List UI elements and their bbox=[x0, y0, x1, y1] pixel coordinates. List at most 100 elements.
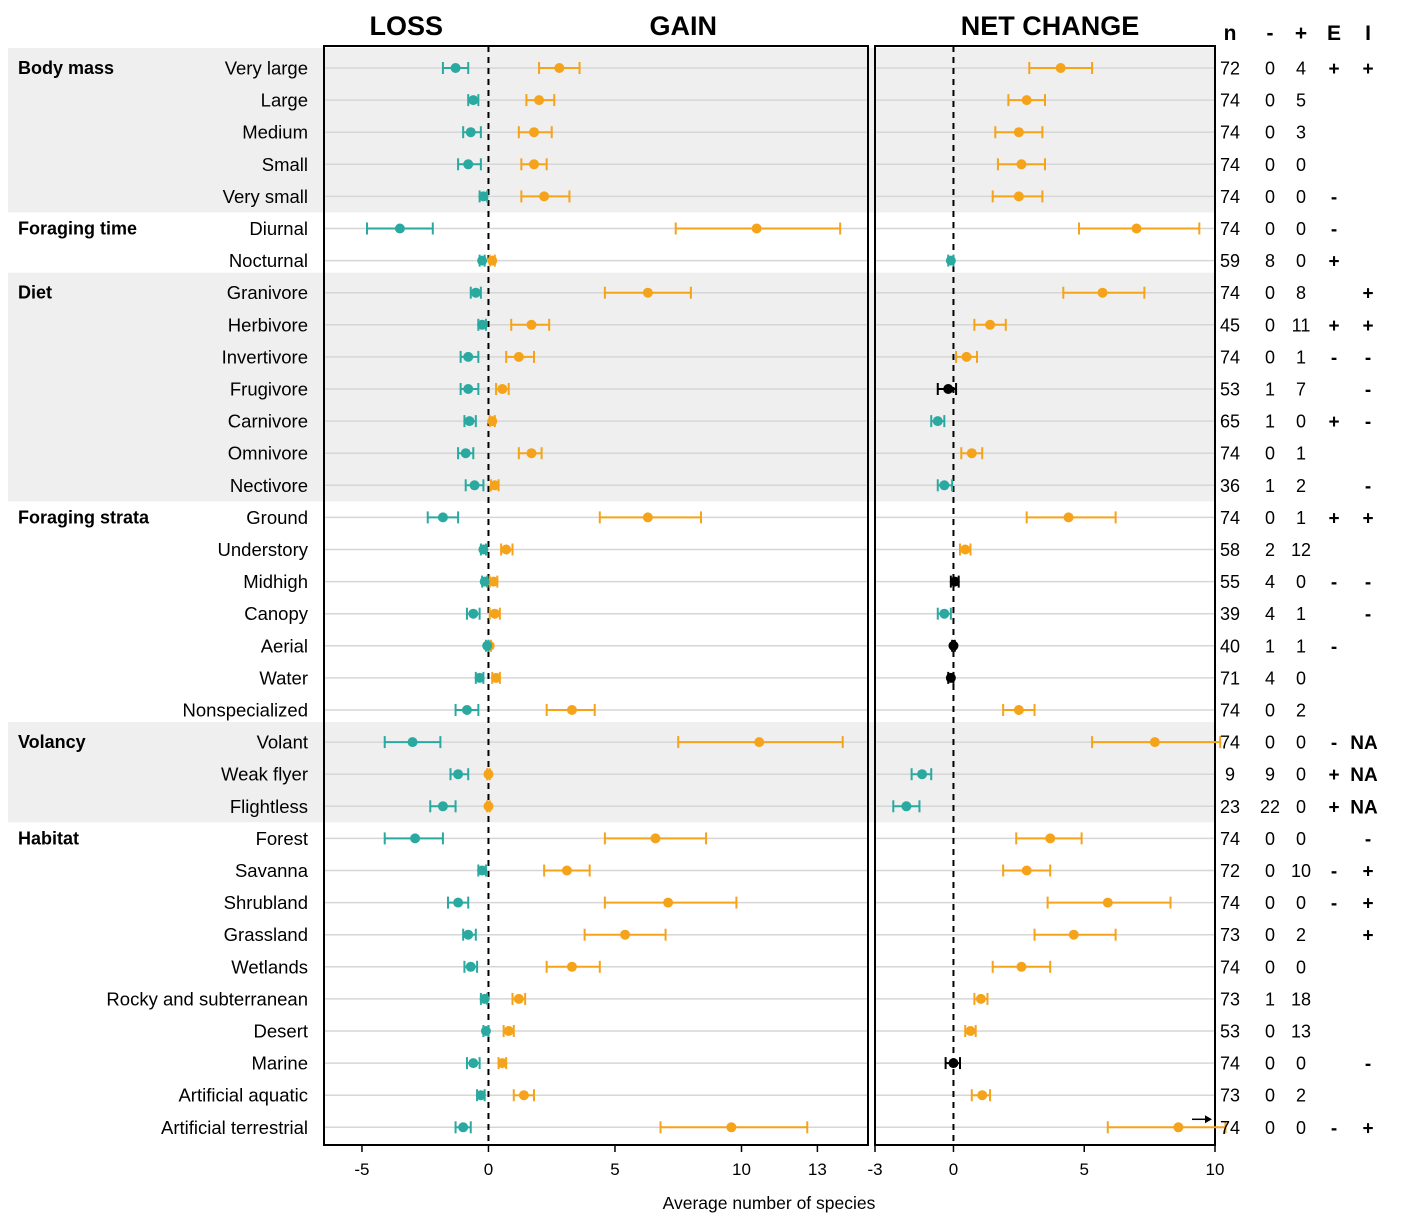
cell-minus-shrubland: 0 bbox=[1265, 893, 1275, 913]
row-label-small: Small bbox=[262, 154, 308, 175]
gain-artificial-aquatic-point bbox=[518, 1090, 529, 1101]
cell-E-midhigh: - bbox=[1331, 573, 1337, 594]
gain-understory-point bbox=[501, 544, 512, 555]
cell-E-herbivore: + bbox=[1328, 316, 1339, 337]
x-tick-label-net: 5 bbox=[1079, 1160, 1088, 1179]
cell-plus-small: 0 bbox=[1296, 155, 1306, 175]
x-tick-label-loss-gain: 13 bbox=[808, 1160, 827, 1179]
header-gain: GAIN bbox=[649, 11, 717, 41]
cell-plus-artificial-aquatic: 2 bbox=[1296, 1086, 1306, 1106]
cell-E-diurnal: - bbox=[1331, 220, 1337, 241]
loss-granivore-point bbox=[470, 287, 481, 298]
cell-I-shrubland: + bbox=[1362, 894, 1373, 915]
net-canopy-point bbox=[939, 608, 950, 619]
gain-carnivore-point bbox=[487, 416, 498, 427]
cell-I-nectivore: - bbox=[1365, 476, 1371, 497]
gain-marine-point bbox=[497, 1058, 508, 1069]
cell-E-nocturnal: + bbox=[1328, 252, 1339, 273]
cell-plus-volant: 0 bbox=[1296, 733, 1306, 753]
row-label-omnivore: Omnivore bbox=[228, 443, 308, 464]
gain-rocky-and-subterranean-point bbox=[513, 993, 524, 1004]
x-tick-label-net: 10 bbox=[1206, 1160, 1225, 1179]
net-weak-flyer-point bbox=[917, 769, 928, 780]
net-flightless-point bbox=[901, 801, 912, 812]
cell-plus-large: 5 bbox=[1296, 91, 1306, 111]
cell-n-diurnal: 74 bbox=[1220, 219, 1240, 239]
row-label-volant: Volant bbox=[257, 732, 308, 753]
loss-shrubland-point bbox=[453, 897, 464, 908]
gain-nonspecialized-point bbox=[566, 705, 577, 715]
row-label-wetlands: Wetlands bbox=[231, 956, 308, 977]
row-label-grassland: Grassland bbox=[224, 924, 308, 945]
group-label-foraging-strata: Foraging strata bbox=[18, 507, 150, 527]
group-band bbox=[8, 47, 1215, 213]
cell-I-grassland: + bbox=[1362, 926, 1373, 947]
row-label-savanna: Savanna bbox=[235, 860, 309, 881]
group-label-habitat: Habitat bbox=[18, 828, 79, 848]
cell-plus-nocturnal: 0 bbox=[1296, 251, 1306, 271]
net-omnivore-point bbox=[966, 448, 977, 459]
cell-n-midhigh: 55 bbox=[1220, 572, 1240, 592]
row-label-nocturnal: Nocturnal bbox=[229, 250, 308, 271]
cell-E-shrubland: - bbox=[1331, 894, 1337, 915]
cell-n-savanna: 72 bbox=[1220, 861, 1240, 881]
cell-plus-weak-flyer: 0 bbox=[1296, 765, 1306, 785]
cell-I-herbivore: + bbox=[1362, 316, 1373, 337]
gain-large-point bbox=[534, 95, 545, 106]
cell-n-nocturnal: 59 bbox=[1220, 251, 1240, 271]
gain-wetlands-point bbox=[566, 961, 577, 972]
cell-plus-medium: 3 bbox=[1296, 123, 1306, 143]
cell-minus-aerial: 1 bbox=[1265, 636, 1275, 656]
cell-E-carnivore: + bbox=[1328, 412, 1339, 433]
cell-I-weak-flyer: NA bbox=[1350, 765, 1378, 786]
loss-large-point bbox=[468, 95, 479, 106]
loss-savanna-point bbox=[477, 865, 488, 876]
cell-plus-shrubland: 0 bbox=[1296, 893, 1306, 913]
row-label-shrubland: Shrubland bbox=[224, 892, 308, 913]
cell-plus-nonspecialized: 2 bbox=[1296, 701, 1306, 721]
net-carnivore-point bbox=[932, 416, 943, 427]
row-label-very-small: Very small bbox=[223, 186, 308, 207]
loss-volant-point bbox=[407, 737, 418, 748]
gain-invertivore-point bbox=[513, 351, 524, 362]
loss-wetlands-point bbox=[465, 961, 476, 972]
cell-n-marine: 74 bbox=[1220, 1054, 1240, 1074]
cell-n-aerial: 40 bbox=[1220, 636, 1240, 656]
loss-weak-flyer-point bbox=[453, 769, 464, 780]
cell-minus-savanna: 0 bbox=[1265, 861, 1275, 881]
gain-shrubland-point bbox=[663, 897, 674, 908]
net-ground-point bbox=[1063, 512, 1074, 523]
net-savanna-point bbox=[1021, 865, 1032, 876]
net-large-point bbox=[1021, 95, 1032, 106]
cell-n-medium: 74 bbox=[1220, 123, 1240, 143]
loss-medium-point bbox=[465, 127, 476, 138]
loss-very-small-point bbox=[478, 191, 489, 202]
cell-I-marine: - bbox=[1365, 1054, 1371, 1075]
loss-diurnal-point bbox=[394, 223, 405, 234]
row-label-nonspecialized: Nonspecialized bbox=[183, 700, 308, 721]
cell-minus-granivore: 0 bbox=[1265, 283, 1275, 303]
cell-I-very-large: + bbox=[1362, 59, 1373, 80]
panel-frame-net bbox=[874, 45, 1216, 1146]
net-midhigh-point bbox=[949, 576, 960, 587]
gain-desert-point bbox=[503, 1026, 514, 1036]
net-aerial-point bbox=[948, 640, 959, 651]
cell-E-aerial: - bbox=[1331, 637, 1337, 658]
gain-nectivore-point bbox=[489, 480, 500, 491]
cell-n-large: 74 bbox=[1220, 91, 1240, 111]
row-label-flightless: Flightless bbox=[230, 796, 308, 817]
x-tick-label-net: -3 bbox=[867, 1160, 882, 1179]
row-label-rocky-and-subterranean: Rocky and subterranean bbox=[106, 988, 308, 1009]
net-volant-point bbox=[1149, 737, 1160, 748]
gain-small-point bbox=[529, 159, 540, 170]
cell-n-herbivore: 45 bbox=[1220, 315, 1240, 335]
net-understory-point bbox=[960, 544, 971, 555]
row-label-carnivore: Carnivore bbox=[228, 411, 308, 432]
gain-flightless-point bbox=[483, 801, 494, 812]
gain-forest-point bbox=[650, 833, 661, 844]
net-shrubland-point bbox=[1102, 897, 1113, 908]
cell-n-nonspecialized: 74 bbox=[1220, 701, 1240, 721]
net-very-small-point bbox=[1013, 191, 1024, 202]
row-label-medium: Medium bbox=[242, 122, 308, 143]
row-label-ground: Ground bbox=[246, 507, 308, 528]
